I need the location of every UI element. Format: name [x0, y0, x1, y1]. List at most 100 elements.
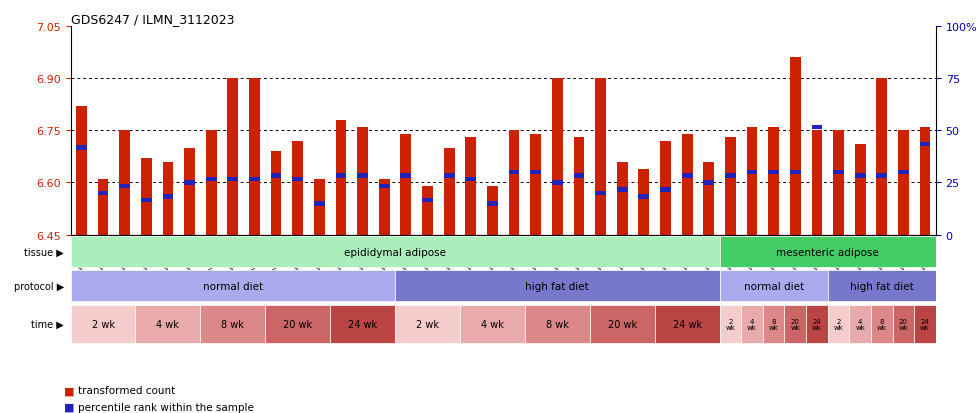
- Bar: [395, 305, 460, 343]
- Bar: [811, 131, 822, 235]
- Text: 4 wk: 4 wk: [157, 319, 179, 329]
- Bar: [379, 184, 390, 189]
- Text: normal diet: normal diet: [203, 281, 263, 291]
- Text: mesenteric adipose: mesenteric adipose: [776, 247, 879, 257]
- Bar: [719, 271, 828, 301]
- Bar: [395, 271, 719, 301]
- Bar: [357, 174, 368, 178]
- Bar: [638, 195, 650, 199]
- Bar: [98, 191, 109, 196]
- Bar: [807, 305, 828, 343]
- Bar: [206, 131, 217, 235]
- Bar: [466, 138, 476, 235]
- Text: 4
wk: 4 wk: [747, 318, 757, 330]
- Bar: [184, 148, 195, 235]
- Bar: [828, 271, 936, 301]
- Text: 24 wk: 24 wk: [672, 319, 702, 329]
- Bar: [616, 162, 627, 235]
- Bar: [314, 180, 324, 235]
- Bar: [71, 271, 395, 301]
- Text: 24
wk: 24 wk: [812, 318, 822, 330]
- Bar: [422, 187, 433, 235]
- Bar: [292, 141, 303, 235]
- Bar: [270, 152, 281, 235]
- Bar: [227, 177, 238, 182]
- Bar: [135, 305, 200, 343]
- Bar: [270, 174, 281, 178]
- Text: epididymal adipose: epididymal adipose: [344, 247, 446, 257]
- Text: time ▶: time ▶: [31, 319, 64, 329]
- Bar: [573, 174, 584, 178]
- Bar: [768, 170, 779, 175]
- Bar: [893, 305, 914, 343]
- Bar: [828, 305, 850, 343]
- Bar: [184, 181, 195, 185]
- Text: normal diet: normal diet: [744, 281, 804, 291]
- Text: high fat diet: high fat diet: [850, 281, 913, 291]
- Bar: [661, 188, 671, 192]
- Bar: [266, 305, 330, 343]
- Bar: [704, 162, 714, 235]
- Bar: [876, 174, 887, 178]
- Bar: [249, 177, 260, 182]
- Bar: [914, 305, 936, 343]
- Text: 20 wk: 20 wk: [608, 319, 637, 329]
- Bar: [460, 305, 525, 343]
- Bar: [163, 195, 173, 199]
- Bar: [747, 128, 758, 235]
- Bar: [292, 177, 303, 182]
- Text: 8
wk: 8 wk: [768, 318, 778, 330]
- Bar: [206, 177, 217, 182]
- Bar: [762, 305, 784, 343]
- Bar: [71, 237, 719, 268]
- Bar: [573, 138, 584, 235]
- Text: ■: ■: [64, 402, 74, 412]
- Bar: [509, 170, 519, 175]
- Bar: [855, 145, 865, 235]
- Text: 8
wk: 8 wk: [877, 318, 887, 330]
- Bar: [638, 169, 650, 235]
- Bar: [790, 58, 801, 235]
- Bar: [357, 128, 368, 235]
- Bar: [595, 191, 606, 196]
- Bar: [616, 188, 627, 192]
- Bar: [141, 159, 152, 235]
- Bar: [725, 174, 736, 178]
- Bar: [661, 141, 671, 235]
- Text: ■: ■: [64, 385, 74, 395]
- Bar: [682, 174, 693, 178]
- Text: 24 wk: 24 wk: [348, 319, 377, 329]
- Text: 4 wk: 4 wk: [481, 319, 504, 329]
- Bar: [120, 184, 130, 189]
- Bar: [682, 134, 693, 235]
- Bar: [919, 128, 930, 235]
- Text: 20 wk: 20 wk: [283, 319, 313, 329]
- Text: 2
wk: 2 wk: [725, 318, 735, 330]
- Text: GDS6247 / ILMN_3112023: GDS6247 / ILMN_3112023: [71, 13, 234, 26]
- Bar: [141, 198, 152, 203]
- Text: protocol ▶: protocol ▶: [14, 281, 64, 291]
- Bar: [719, 237, 936, 268]
- Bar: [444, 174, 455, 178]
- Bar: [422, 198, 433, 203]
- Bar: [76, 107, 87, 235]
- Text: 20
wk: 20 wk: [899, 318, 908, 330]
- Bar: [590, 305, 655, 343]
- Bar: [790, 170, 801, 175]
- Bar: [98, 180, 109, 235]
- Text: tissue ▶: tissue ▶: [24, 247, 64, 257]
- Bar: [163, 162, 173, 235]
- Bar: [530, 134, 541, 235]
- Text: 2 wk: 2 wk: [91, 319, 115, 329]
- Bar: [71, 305, 135, 343]
- Bar: [898, 170, 908, 175]
- Bar: [784, 305, 807, 343]
- Text: high fat diet: high fat diet: [525, 281, 589, 291]
- Bar: [725, 138, 736, 235]
- Bar: [719, 305, 741, 343]
- Bar: [335, 121, 346, 235]
- Text: 20
wk: 20 wk: [790, 318, 801, 330]
- Bar: [401, 174, 412, 178]
- Bar: [444, 148, 455, 235]
- Bar: [811, 125, 822, 130]
